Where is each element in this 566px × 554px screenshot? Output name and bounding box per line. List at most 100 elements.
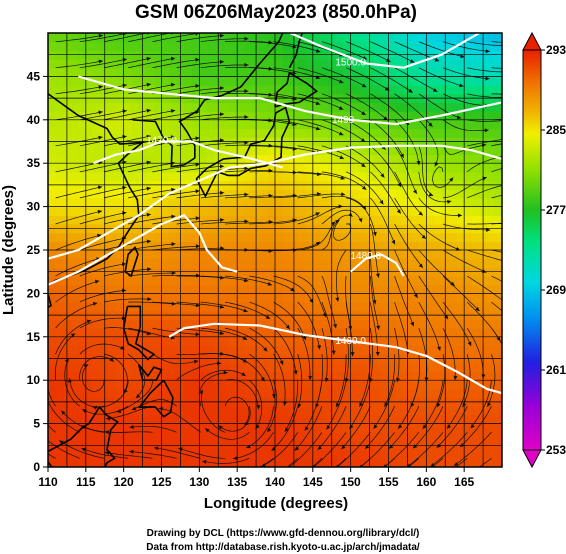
heatmap-cell [169,336,178,347]
heatmap-cell [494,206,502,216]
heatmap-cell [259,328,269,338]
heatmap-cell [85,336,94,347]
heatmap-cell [184,258,193,268]
heatmap-cell [380,76,390,86]
coastline-korea-china [48,33,284,286]
heatmap-cell [85,102,94,112]
wind-arrow [244,115,249,119]
heatmap-cell [259,102,269,112]
heatmap-cell [343,345,352,355]
heatmap-cell [449,241,458,251]
heatmap-cell [449,102,458,112]
heatmap-cell [388,241,397,251]
heatmap-cell [222,189,231,199]
heatmap-cell [191,406,200,416]
y-tick-label: 35 [27,156,41,170]
heatmap-cell [464,432,473,442]
streamline [491,93,502,95]
heatmap-cell [388,258,397,268]
wind-arrow [384,402,389,407]
heatmap-cell [456,119,465,130]
heatmap-cell [161,250,170,260]
heatmap-cell [335,102,344,112]
heatmap-cell [123,362,132,373]
heatmap-cell [456,76,465,86]
wind-arrow [511,118,515,122]
heatmap-cell [146,371,155,381]
heatmap-cell [85,380,94,390]
streamline [453,432,492,467]
wind-arrow [244,36,249,41]
heatmap-cell [116,59,125,69]
streamline [418,197,463,216]
heatmap-cell [85,250,94,260]
heatmap-cell [486,145,496,156]
heatmap-cell [222,197,231,208]
heatmap-cell [244,171,253,182]
heatmap-cell [116,119,125,130]
heatmap-cell [191,76,200,86]
heatmap-cell [206,423,216,433]
heatmap-cell [456,458,465,467]
heatmap-cell [411,414,420,425]
heatmap-cell [305,59,314,69]
streamline [176,362,222,381]
heatmap-cell [343,406,352,416]
heatmap-cell [411,163,420,173]
heatmap-cell [411,449,420,459]
heatmap-cell [70,59,79,69]
heatmap-cell [108,102,117,112]
heatmap-cell [449,41,458,51]
heatmap-cell [184,423,193,433]
heatmap-cell [191,33,200,43]
heatmap-cell [85,423,94,433]
heatmap-cell [161,458,170,467]
heatmap-cell [373,197,382,208]
heatmap-cell [418,102,427,112]
heatmap-cell [358,293,367,303]
heatmap-cell [244,328,253,338]
wind-arrow [315,48,321,53]
streamline [200,38,249,43]
heatmap-cell [146,380,155,390]
streamline [128,215,176,225]
heatmap-cell [48,458,57,467]
heatmap-cell [418,458,427,467]
wind-arrow [511,70,515,74]
heatmap-cell [78,145,87,156]
heatmap-cell [312,206,321,216]
heatmap-cell [312,432,321,442]
heatmap-cell [396,406,405,416]
heatmap-cell [494,41,502,51]
heatmap-cell [411,362,420,373]
heatmap-cell [449,85,458,95]
streamline [176,61,225,69]
heatmap-cell [343,258,352,268]
heatmap-cell [191,102,200,112]
wind-arrow [147,297,152,301]
heatmap-cell [433,302,443,312]
heatmap-cell [206,371,216,381]
heatmap-cell [48,119,57,130]
heatmap-cell [237,119,246,130]
wind-arrow [373,424,378,429]
x-tick-label: 150 [341,475,361,489]
wind-arrow [485,76,490,81]
heatmap-cell [312,102,321,112]
streamline [176,301,225,308]
heatmap-cell [358,119,367,130]
heatmap-cell [222,432,231,442]
heatmap-cell [305,250,314,260]
heatmap-cell [456,250,465,260]
heatmap-cell [131,319,140,329]
heatmap-cell [48,67,57,77]
heatmap-cell [312,76,321,86]
x-tick-label: 115 [76,475,96,489]
heatmap-cell [116,258,125,268]
heatmap-cell [358,206,367,216]
heatmap-cell [116,102,125,112]
wind-arrow [485,49,490,54]
wind-arrow [315,101,321,106]
heatmap-cell [312,215,321,225]
heatmap-cell [108,258,117,268]
